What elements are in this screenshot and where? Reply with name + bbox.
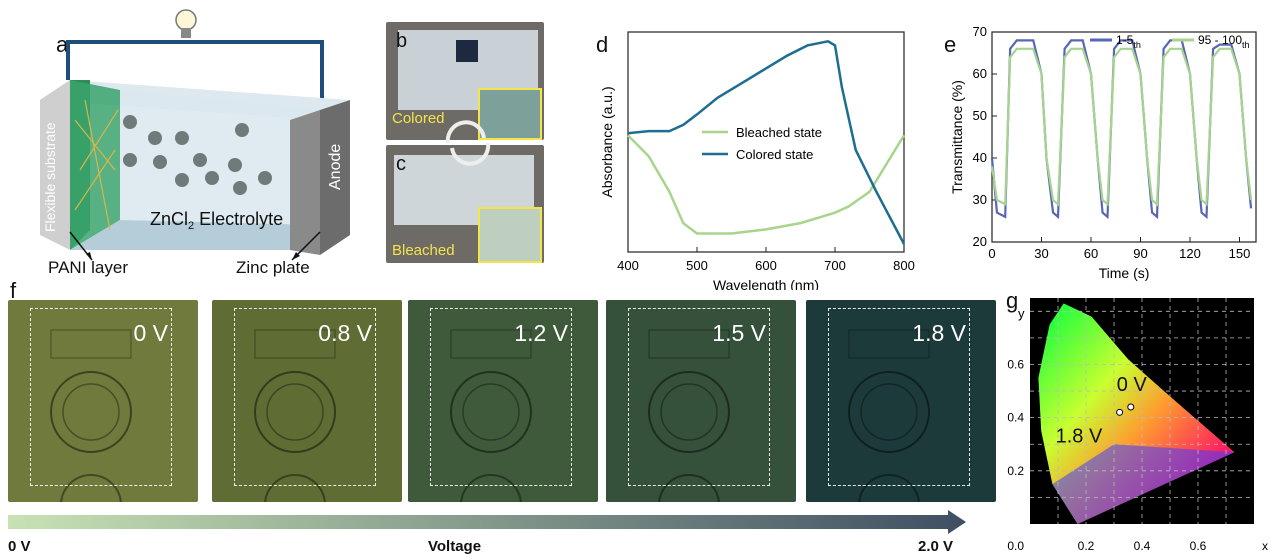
university-logo-watermark [848,329,930,502]
x-tick-label: 400 [617,258,639,273]
y-tick-label: 60 [973,66,987,81]
y-tick-label: 70 [973,24,987,39]
series-line-2 [990,47,1253,207]
flexible-substrate [40,80,70,250]
bleached-photo [386,145,544,263]
x-tick-label: 600 [755,258,777,273]
substrate-label: Flexible substrate [42,122,58,232]
y-axis-label: Absorbance (a.u.) [599,86,615,197]
x-tick-label: 0.2 [1078,539,1095,553]
measurement-region [234,308,376,486]
y-axis-label: y [1018,306,1025,321]
color-point [1116,408,1124,416]
device-schematic: Flexible substrate Anode ZnCl2 Electroly… [40,9,350,261]
zinc-anode [320,100,350,255]
x-tick-label: 150 [1229,246,1251,261]
voltage-photo: 0 V [8,300,198,502]
anode-label: Anode [327,144,344,190]
cycle-arrows-icon [445,120,491,166]
x-tick-label: 0.6 [1190,539,1207,553]
university-logo-watermark [648,329,730,502]
x-axis-label: Wavelength (nm) [713,277,819,290]
y-tick-label: 30 [973,192,987,207]
origin-label: 0.0 [1007,539,1024,553]
panel-label-f: f [10,278,17,303]
panel-label-d: d [596,32,609,57]
y-tick-label: 50 [973,108,987,123]
voltage-photo: 1.5 V [606,300,796,502]
legend-label: Bleached state [736,125,822,140]
measurement-region [628,308,770,486]
measurement-region [828,308,970,486]
panel-label-g: g [1006,288,1019,313]
voltage-label: 1.2 V [514,320,568,346]
panel-label-c: c [396,153,406,175]
x-tick-label: 800 [893,258,915,273]
x-tick-label: 0.4 [1134,539,1151,553]
panel-label-e: e [944,32,957,57]
university-logo-watermark [254,329,336,502]
absorbance-chart: 400 500 600 700 800 Wavelength (nm) Absorbance… [599,31,915,290]
colored-label: Colored [392,110,445,127]
voltage-arrow [8,510,966,534]
cie-blue-region [1052,444,1235,524]
color-point-label: 0 V [1117,374,1148,396]
voltage-photo: 0.8 V [212,300,402,502]
x-axis-label: Time (s) [1099,265,1150,281]
series-line-colored [627,39,906,245]
university-logo-watermark [450,329,532,502]
color-point-label: 1.8 V [1056,425,1103,447]
plot-frame [627,31,905,253]
measurement-region [430,308,572,486]
series-line-1 [990,39,1253,220]
y-axis-label: Transmittance (%) [949,80,965,194]
voltage-photo: 1.2 V [408,300,598,502]
bleached-label: Bleached [392,242,455,259]
x-axis-label: x [1262,539,1268,553]
x-tick-label: 30 [1034,246,1048,261]
legend-label: Colored state [736,147,813,162]
plot-frame [991,31,1257,243]
voltage-photo: 1.8 V [806,300,996,502]
transmittance-chart: 0 30 60 90 120 150 20 30 40 50 60 70 Time (s) Transmi… [949,24,1257,281]
voltage-axis-label: Voltage [428,538,482,555]
y-tick-label: 0.6 [1007,357,1024,371]
y-tick-label: 0.4 [1007,411,1024,425]
voltage-label: 1.8 V [912,320,966,346]
cie-chromaticity-chart: 0.2 0.4 0.6 0.2 0.4 0.6 0.0 x y 0 V 1.8 V [1007,298,1268,553]
pani-layer [70,80,120,250]
legend-label: 95 - 100th [1198,33,1250,50]
voltage-end-label: 2.0 V [918,538,954,555]
zn-ions [123,115,272,195]
zinc-label: Zinc plate [236,258,310,277]
legend-label: 1-5th [1116,33,1141,50]
series-line-bleached [627,134,906,235]
y-tick-label: 0.2 [1007,464,1024,478]
color-point [1127,403,1135,411]
x-tick-label: 700 [824,258,846,273]
x-tick-label: 120 [1179,246,1201,261]
voltage-label: 0 V [133,320,168,346]
x-tick-label: 0 [988,246,995,261]
voltage-label: 1.5 V [712,320,766,346]
x-tick-label: 90 [1133,246,1147,261]
university-logo-watermark [50,329,132,502]
colored-photo [386,22,544,140]
y-tick-label: 20 [973,234,987,249]
voltage-label: 0.8 V [318,320,372,346]
electrolyte-label: ZnCl2 Electrolyte [150,209,283,232]
x-tick-label: 60 [1084,246,1098,261]
panel-label-a: a [56,32,69,57]
voltage-start-label: 0 V [8,538,31,555]
y-tick-label: 40 [973,150,987,165]
pani-label: PANI layer [48,258,128,277]
measurement-region [30,308,172,486]
x-tick-label: 500 [686,258,708,273]
panel-label-b: b [396,30,408,52]
lightbulb-icon [175,9,197,31]
